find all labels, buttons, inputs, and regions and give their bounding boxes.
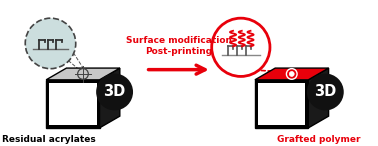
Circle shape xyxy=(212,18,270,77)
Text: 3D: 3D xyxy=(104,85,126,99)
Circle shape xyxy=(96,74,133,110)
Polygon shape xyxy=(258,83,305,125)
Polygon shape xyxy=(46,68,120,80)
Polygon shape xyxy=(255,68,328,80)
Circle shape xyxy=(25,18,76,69)
Polygon shape xyxy=(99,68,120,128)
Polygon shape xyxy=(49,83,97,125)
Circle shape xyxy=(287,69,297,79)
Text: Surface modification: Surface modification xyxy=(125,36,232,45)
Circle shape xyxy=(307,74,344,110)
Polygon shape xyxy=(255,80,308,128)
Polygon shape xyxy=(46,80,99,128)
Text: Post-printing: Post-printing xyxy=(145,47,212,56)
Text: Grafted polymer: Grafted polymer xyxy=(277,135,360,144)
Polygon shape xyxy=(308,68,328,128)
Text: 3D: 3D xyxy=(314,85,336,99)
Text: Residual acrylates: Residual acrylates xyxy=(2,135,96,144)
Circle shape xyxy=(289,72,294,76)
